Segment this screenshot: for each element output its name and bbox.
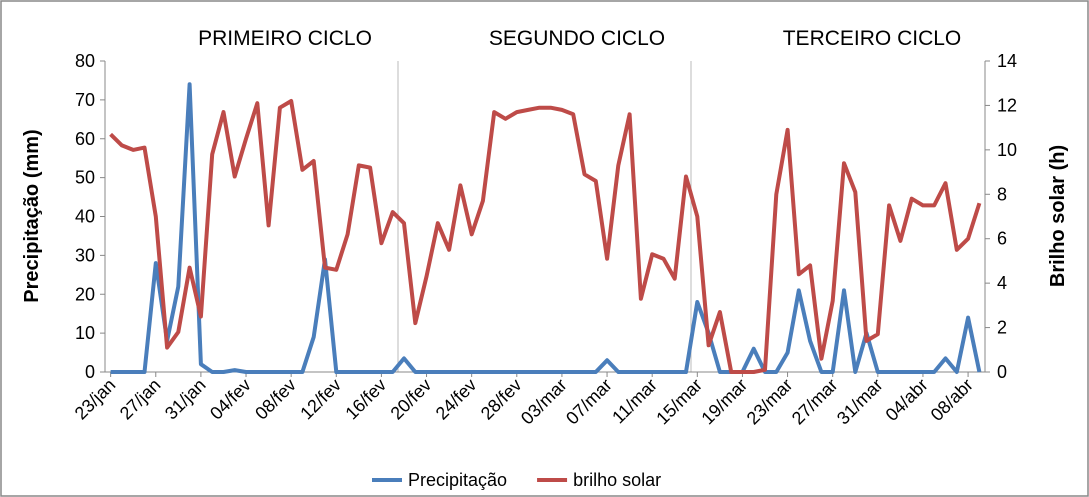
y2-tick-label: 2 [997,318,1007,338]
y2-tick-label: 8 [997,184,1007,204]
y2-tick-label: 12 [997,95,1017,115]
y2-tick-label: 14 [997,51,1017,71]
y-tick-label: 60 [75,129,95,149]
series-line [110,82,982,374]
y2-tick-label: 6 [997,229,1007,249]
y2-axis-label: Brilho solar (h) [1047,145,1069,287]
annotation: PRIMEIRO CICLO [198,27,372,50]
y-axis-label: Precipitação (mm) [21,129,43,302]
y-tick-label: 70 [75,90,95,110]
annotation: SEGUNDO CICLO [489,27,665,50]
y2-tick-label: 4 [997,273,1007,293]
series-line [109,99,982,374]
y-tick-label: 80 [75,51,95,71]
y-tick-label: 30 [75,245,95,265]
y-tick-label: 10 [75,323,95,343]
y-tick-label: 50 [75,168,95,188]
y2-tick-label: 0 [997,362,1007,382]
y2-tick-label: 10 [997,140,1017,160]
y-tick-label: 20 [75,284,95,304]
legend-label: Precipitação [408,470,507,490]
legend-label: brilho solar [573,470,661,490]
annotation: TERCEIRO CICLO [783,27,962,50]
y-tick-label: 0 [85,362,95,382]
y-tick-label: 40 [75,207,95,227]
